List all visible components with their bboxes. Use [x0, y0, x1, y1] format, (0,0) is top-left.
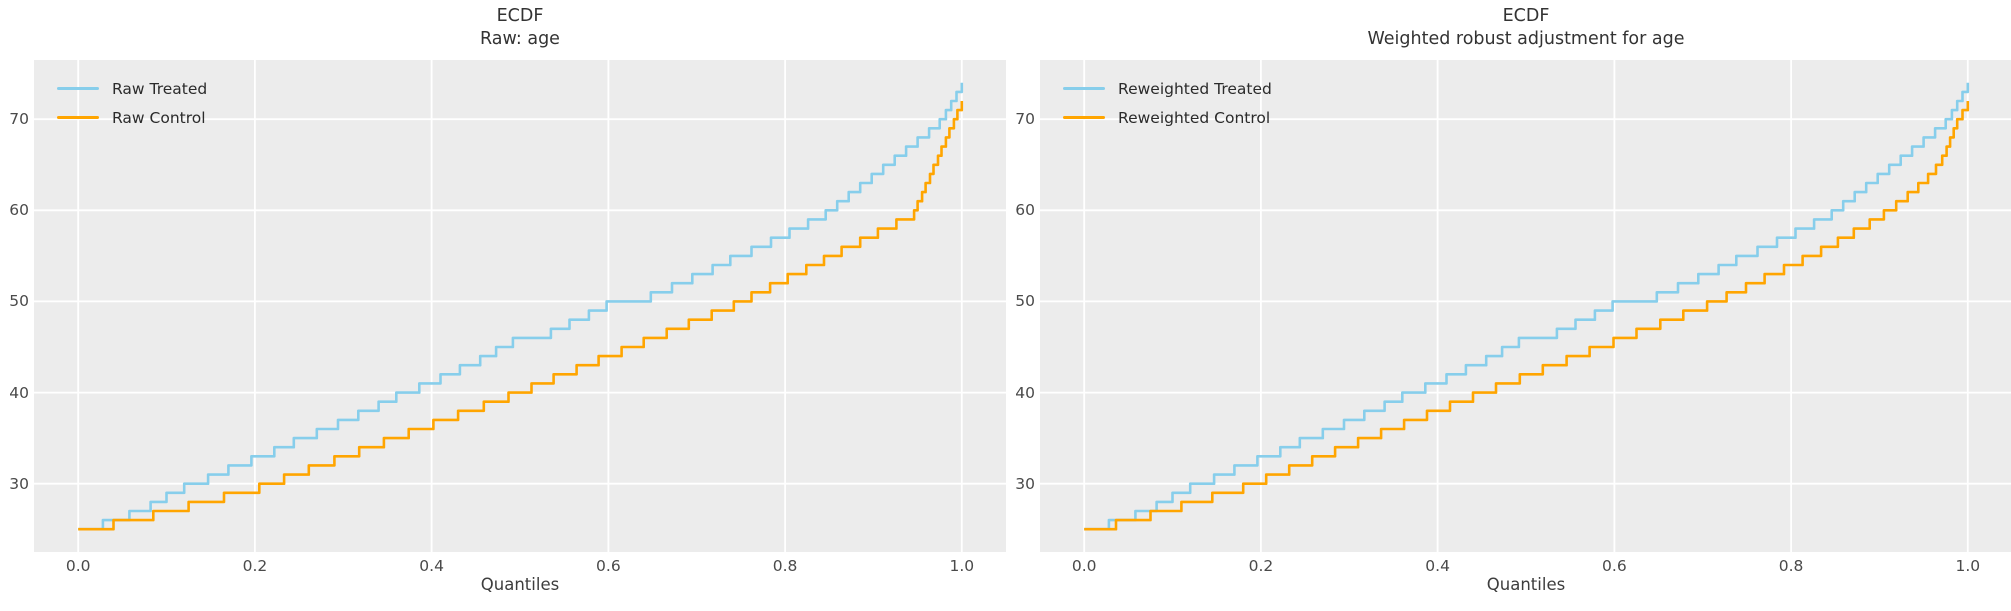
x-tick-label: 0.0 [65, 557, 91, 575]
plot-background [1040, 60, 2011, 552]
x-tick-label: 0.6 [596, 557, 621, 575]
legend-item-control: Raw Control [57, 103, 207, 132]
treated-line-swatch [1063, 87, 1105, 90]
y-tick-label: 40 [9, 383, 29, 402]
control-line-swatch [1063, 116, 1105, 119]
legend-item-treated: Raw Treated [57, 74, 207, 103]
title-line-2: Weighted robust adjustment for age [1367, 29, 1685, 49]
x-tick-label: 0.2 [242, 557, 268, 575]
x-tick-label: 0.6 [1602, 557, 1627, 575]
chart-raw-age: ECDF Raw: age Raw Treated Raw Control Qu… [9, 5, 1006, 594]
x-tick-label: 0.8 [772, 557, 798, 575]
plot-area [34, 60, 1006, 552]
control-line-swatch [57, 116, 99, 119]
x-tick-label: 0.2 [1248, 557, 1274, 575]
plot-area [1040, 60, 2011, 552]
legend: Reweighted Treated Reweighted Control [1063, 74, 1272, 132]
y-tick-label: 50 [9, 292, 29, 311]
x-axis-label: Quantiles [1486, 575, 1566, 594]
y-tick-label: 30 [9, 474, 29, 493]
x-tick-label: 0.4 [419, 557, 444, 575]
y-tick-label: 60 [9, 201, 29, 220]
ecdf-line-raw-control [78, 101, 964, 531]
legend-item-treated: Reweighted Treated [1063, 74, 1272, 103]
legend: Raw Treated Raw Control [57, 74, 207, 132]
x-tick-label: 0.4 [1425, 557, 1450, 575]
y-tick-label: 30 [1015, 474, 1035, 493]
legend-label-treated: Reweighted Treated [1118, 79, 1272, 98]
ecdf-line-raw-treated [78, 82, 964, 531]
chart-weighted-adjustment-age: ECDF Weighted robust adjustment for age … [1006, 0, 2011, 611]
legend-label-treated: Raw Treated [112, 79, 208, 98]
x-tick-label: 1.0 [949, 557, 975, 575]
y-tick-label: 60 [1015, 201, 1035, 220]
ecdf-line-reweighted-treated [1084, 82, 1970, 531]
legend-label-control: Raw Control [112, 108, 206, 127]
x-tick-label: 0.8 [1778, 557, 1804, 575]
title-line-2: Raw: age [480, 29, 560, 49]
y-tick-label: 70 [1015, 110, 1035, 129]
treated-line-swatch [57, 87, 99, 90]
y-tick-label: 70 [9, 110, 29, 129]
x-axis-label: Quantiles [480, 575, 560, 594]
y-tick-label: 50 [1015, 292, 1035, 311]
plot-background [34, 60, 1006, 552]
x-tick-label: 1.0 [1955, 557, 1981, 575]
x-tick-label: 0.0 [1071, 557, 1097, 575]
ecdf-line-reweighted-control [1084, 101, 1970, 531]
title-line-1: ECDF [496, 6, 544, 26]
legend-item-control: Reweighted Control [1063, 103, 1272, 132]
y-tick-label: 40 [1015, 383, 1035, 402]
title-line-1: ECDF [1502, 6, 1550, 26]
legend-label-control: Reweighted Control [1118, 108, 1271, 127]
chart-title: ECDF Raw: age [34, 5, 1006, 51]
chart-title: ECDF Weighted robust adjustment for age [1040, 5, 2011, 51]
